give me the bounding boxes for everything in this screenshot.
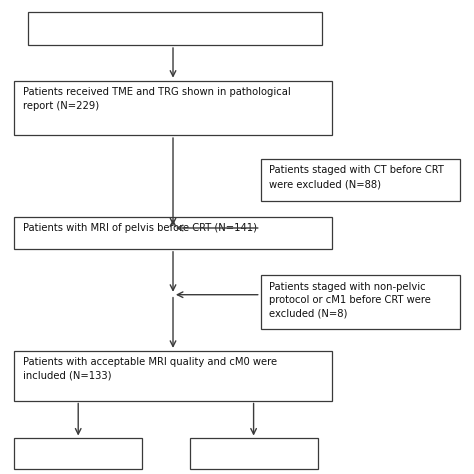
FancyBboxPatch shape	[190, 438, 318, 469]
FancyBboxPatch shape	[14, 351, 332, 401]
FancyBboxPatch shape	[14, 81, 332, 135]
FancyBboxPatch shape	[261, 159, 460, 201]
FancyBboxPatch shape	[14, 217, 332, 249]
FancyBboxPatch shape	[28, 12, 322, 45]
FancyBboxPatch shape	[261, 275, 460, 329]
Text: Patients staged with CT before CRT
were excluded (N=88): Patients staged with CT before CRT were …	[269, 165, 444, 189]
Text: Patients staged with non-pelvic
protocol or cM1 before CRT were
excluded (N=8): Patients staged with non-pelvic protocol…	[269, 282, 431, 319]
Text: Patients received TME and TRG shown in pathological
report (N=229): Patients received TME and TRG shown in p…	[23, 87, 291, 111]
Text: Patients with acceptable MRI quality and cM0 were
included (N=133): Patients with acceptable MRI quality and…	[23, 357, 277, 381]
Text: Patients with MRI of pelvis before CRT (N=141): Patients with MRI of pelvis before CRT (…	[23, 223, 257, 233]
FancyBboxPatch shape	[14, 438, 142, 469]
